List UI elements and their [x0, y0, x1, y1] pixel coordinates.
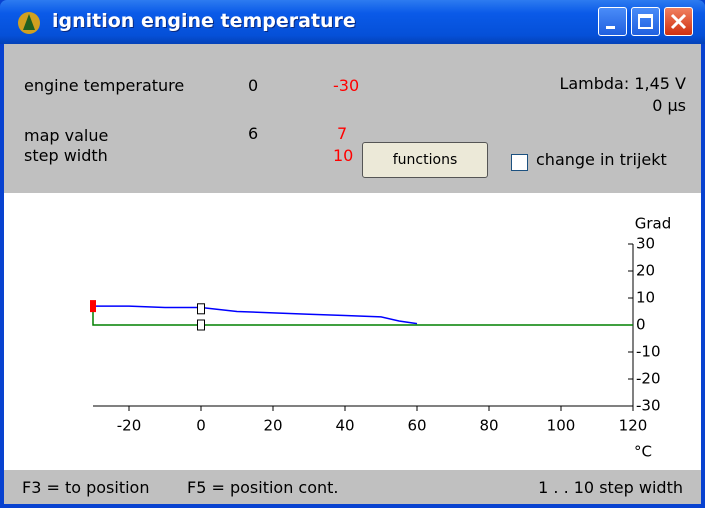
- label: engine temperature: [24, 76, 185, 95]
- label: step width: [24, 146, 108, 165]
- checkbox[interactable]: [511, 154, 528, 171]
- y-tick-label: -30: [636, 397, 661, 415]
- target-value: 7: [337, 124, 348, 143]
- x-tick-label: 20: [263, 417, 282, 435]
- app-icon: [18, 12, 40, 34]
- x-tick-label: 120: [619, 417, 648, 435]
- cursor-marker: [197, 319, 205, 331]
- x-tick-label: 60: [407, 417, 426, 435]
- window-title: ignition engine temperature: [52, 10, 356, 32]
- y-tick-label: 30: [636, 235, 655, 253]
- minimize-button[interactable]: [598, 7, 627, 36]
- value: 0: [248, 76, 259, 95]
- functions-button[interactable]: functions: [362, 142, 488, 178]
- status-bar: F3 = to position F5 = position cont. 1 .…: [4, 470, 701, 504]
- info-panel: engine temperature 0 -30 Lambda: 1,45 V …: [4, 44, 701, 193]
- y-tick-label: 10: [636, 289, 655, 307]
- value: 6: [248, 124, 259, 143]
- label: map value: [24, 126, 109, 145]
- checkbox-label: change in trijekt: [536, 150, 667, 169]
- target-value: -30: [333, 76, 360, 95]
- cursor-marker: [197, 303, 205, 315]
- status-text: F5 = position cont.: [187, 478, 339, 497]
- y-tick-label: 0: [636, 316, 646, 334]
- status-text: F3 = to position: [22, 478, 150, 497]
- start-marker: [90, 300, 96, 313]
- x-tick-label: 100: [547, 417, 576, 435]
- time: 0 µs: [652, 96, 686, 115]
- chart-area: Grad °C 30 20 10 0 -10 -20 -30 -20 0 20 40 60 80 100 120: [4, 193, 701, 470]
- x-tick-label: 0: [196, 417, 206, 435]
- target-value: 10: [333, 146, 354, 165]
- x-tick-label: 40: [335, 417, 354, 435]
- data-line: [93, 305, 418, 325]
- y-axis-label: Grad: [635, 215, 672, 233]
- maximize-button[interactable]: [631, 7, 660, 36]
- y-tick-label: -20: [636, 370, 661, 388]
- close-button[interactable]: [664, 7, 693, 36]
- y-tick-label: 20: [636, 262, 655, 280]
- close-icon: [670, 13, 687, 30]
- x-tick-label: -20: [117, 417, 142, 435]
- status-text: 1 . . 10 step width: [538, 478, 683, 497]
- x-axis-label: °C: [634, 443, 652, 461]
- x-tick-label: 80: [479, 417, 498, 435]
- y-tick-label: -10: [636, 343, 661, 361]
- lambda: Lambda: 1,45 V: [559, 74, 686, 93]
- data-line: [92, 308, 633, 326]
- title-bar: ignition engine temperature: [0, 0, 705, 44]
